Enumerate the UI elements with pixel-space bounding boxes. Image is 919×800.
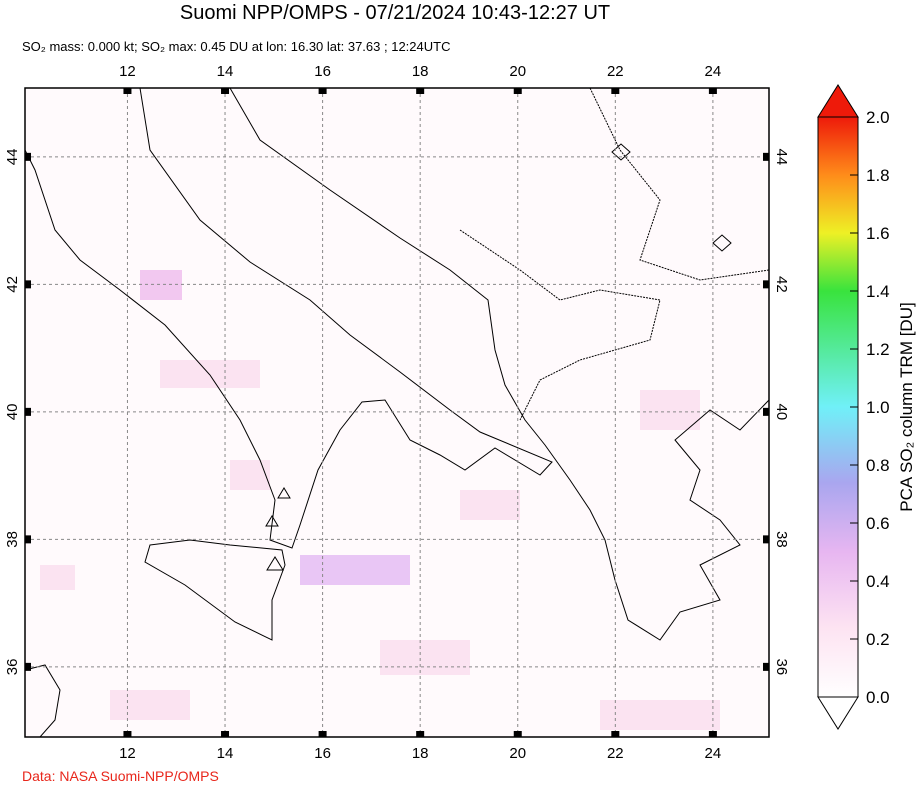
lat-label-right: 38 [773, 531, 790, 548]
lon-label-bottom: 12 [119, 745, 136, 762]
subtitle: SO₂ mass: 0.000 kt; SO₂ max: 0.45 DU at … [22, 39, 450, 54]
lon-label-bottom: 22 [607, 745, 624, 762]
colorbar-tick-label: 1.4 [866, 282, 890, 301]
colorbar-label: PCA SO₂ column TRM [DU] [897, 302, 916, 511]
lon-label-top: 22 [607, 63, 624, 80]
lat-label-left: 42 [4, 276, 21, 293]
lat-label-left: 36 [4, 659, 21, 676]
lon-label-top: 16 [314, 63, 331, 80]
lat-label-right: 36 [773, 659, 790, 676]
colorbar-tick-label: 0.8 [866, 456, 890, 475]
map-frame [24, 87, 770, 738]
colorbar-tick-label: 0.6 [866, 514, 890, 533]
lon-label-bottom: 24 [705, 745, 722, 762]
colorbar-min-arrow [817, 696, 859, 730]
lon-label-top: 24 [705, 63, 722, 80]
background-patches [40, 270, 720, 730]
lon-label-bottom: 20 [509, 745, 526, 762]
colorbar-tick-label: 1.8 [866, 166, 890, 185]
colorbar-tick-label: 1.0 [866, 398, 890, 417]
map-area [25, 88, 769, 737]
colorbar-tick-label: 1.2 [866, 340, 890, 359]
colorbar-tick-label: 1.6 [866, 224, 890, 243]
title: Suomi NPP/OMPS - 07/21/2024 10:43-12:27 … [180, 2, 610, 24]
volcano-markers [265, 143, 732, 571]
lat-label-right: 42 [773, 276, 790, 293]
colorbar-max-arrow [817, 84, 859, 118]
credit: Data: NASA Suomi-NPP/OMPS [22, 768, 219, 784]
lon-label-top: 14 [217, 63, 234, 80]
sicily-coast [144, 539, 286, 641]
lon-label-bottom: 18 [412, 745, 429, 762]
italy-coast [25, 88, 553, 549]
colorbar-tick-label: 0.4 [866, 572, 890, 591]
colorbar-tick-label: 0.0 [866, 688, 890, 707]
lat-label-left: 44 [4, 149, 21, 166]
lat-label-left: 40 [4, 404, 21, 421]
grid [25, 88, 769, 737]
lon-label-bottom: 14 [217, 745, 234, 762]
lat-label-right: 44 [773, 149, 790, 166]
lat-label-left: 38 [4, 531, 21, 548]
border-lines [459, 88, 769, 421]
colorbar-tick-label: 2.0 [866, 108, 890, 127]
lat-label-right: 40 [773, 404, 790, 421]
lon-label-top: 12 [119, 63, 136, 80]
lon-label-top: 18 [412, 63, 429, 80]
lon-label-bottom: 16 [314, 745, 331, 762]
colorbar-tick-label: 0.2 [866, 630, 890, 649]
lon-label-top: 20 [509, 63, 526, 80]
